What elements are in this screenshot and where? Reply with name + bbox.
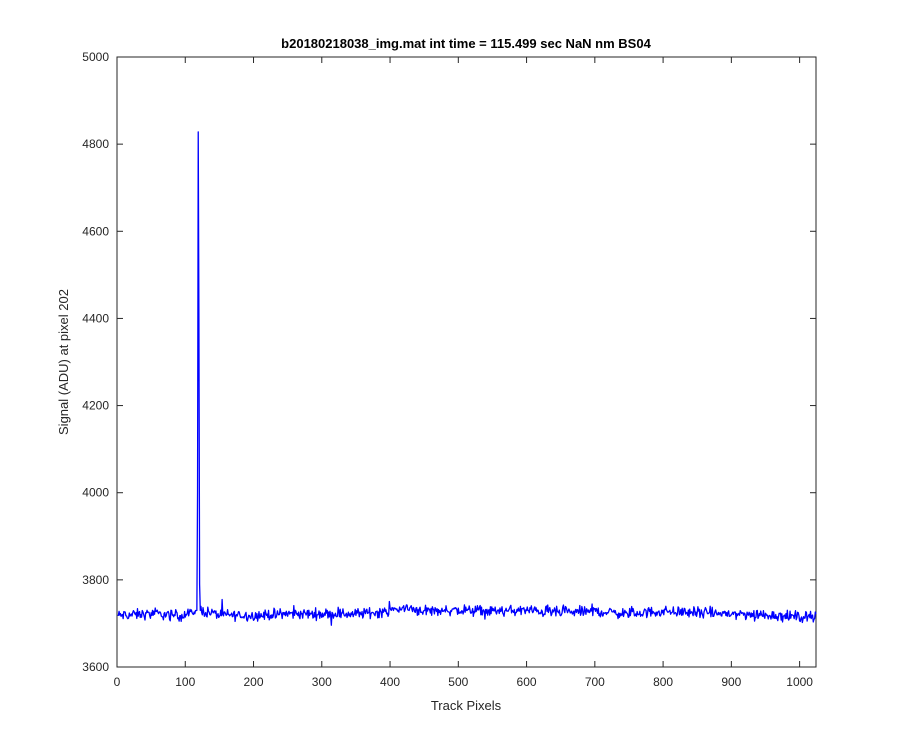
- y-tick-label: 4800: [82, 137, 109, 151]
- x-tick-label: 300: [312, 675, 332, 689]
- y-tick-label: 5000: [82, 50, 109, 64]
- x-tick-label: 500: [448, 675, 468, 689]
- x-tick-label: 700: [585, 675, 605, 689]
- y-tick-label: 4400: [82, 311, 109, 325]
- y-axis-label: Signal (ADU) at pixel 202: [56, 289, 71, 435]
- y-tick-label: 3600: [82, 660, 109, 674]
- plot-area: 0 100 200 300 400 500 600 700 800 900 1000 3600 380…: [82, 50, 817, 689]
- x-tick-label: 0: [114, 675, 121, 689]
- x-tick-label: 400: [380, 675, 400, 689]
- chart-title: b20180218038_img.mat int time = 115.499 …: [281, 36, 651, 51]
- x-axis-ticks: 0 100 200 300 400 500 600 700 800 900 1000: [114, 57, 813, 689]
- series-layer: [117, 131, 817, 626]
- x-tick-label: 800: [653, 675, 673, 689]
- signal-trace: [117, 131, 817, 626]
- axes-box: [116, 56, 817, 668]
- y-tick-label: 3800: [82, 573, 109, 587]
- y-tick-label: 4200: [82, 399, 109, 413]
- x-tick-label: 600: [517, 675, 537, 689]
- y-axis-ticks: 3600 3800 4000 4200 4400 4600 4800 5000: [82, 50, 816, 674]
- x-tick-label: 1000: [786, 675, 813, 689]
- y-tick-label: 4000: [82, 486, 109, 500]
- x-tick-label: 200: [244, 675, 264, 689]
- x-axis-label: Track Pixels: [431, 698, 502, 713]
- y-tick-label: 4600: [82, 224, 109, 238]
- x-tick-label: 900: [721, 675, 741, 689]
- x-tick-label: 100: [175, 675, 195, 689]
